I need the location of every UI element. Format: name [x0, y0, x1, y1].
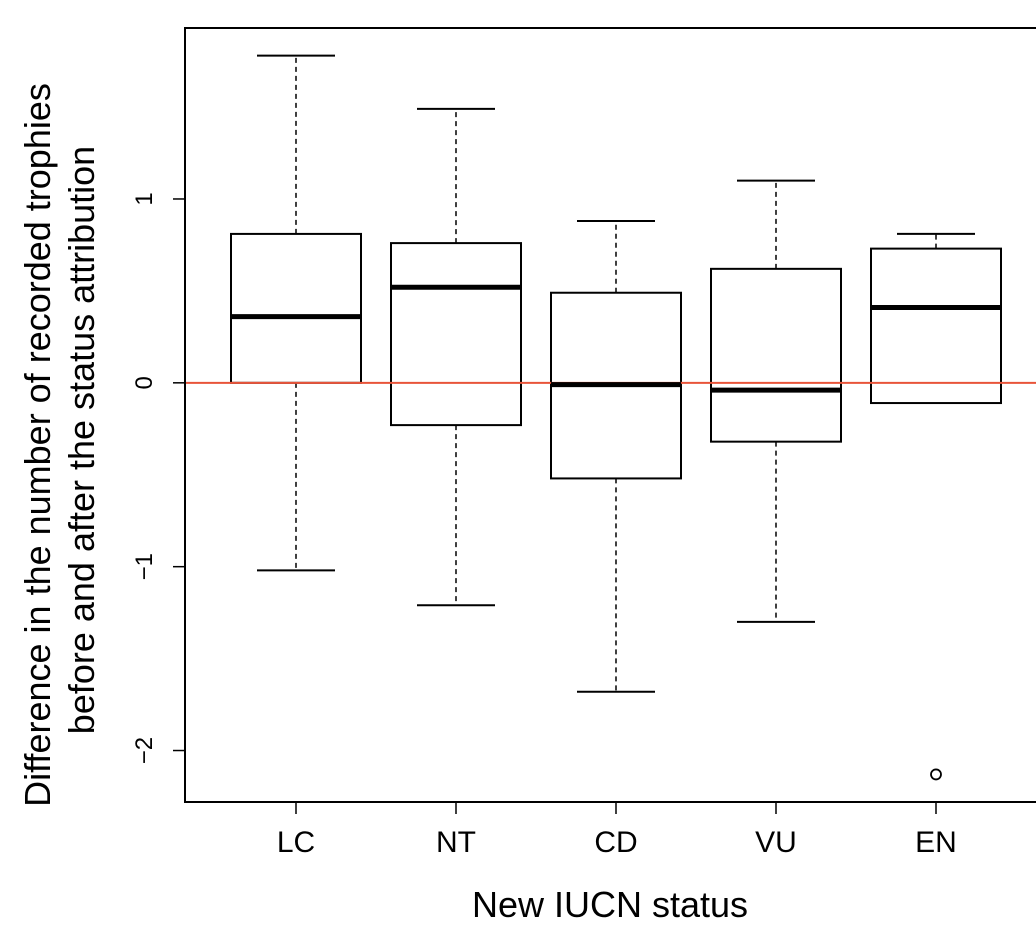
y-tick-label: −1: [131, 553, 158, 580]
box-group: [870, 232, 1002, 781]
x-tick-label: NT: [436, 826, 476, 859]
x-tick-label: CD: [594, 826, 637, 859]
y-tick-label: −2: [131, 737, 158, 764]
box-iqr: [870, 247, 1002, 405]
y-axis-label-line-1: Difference in the number of recorded tro…: [17, 83, 58, 807]
x-tick-label: LC: [277, 826, 315, 859]
box-group: [390, 107, 522, 607]
box-group: [230, 54, 362, 572]
x-axis: LC NT CD VU EN: [277, 802, 957, 859]
y-tick-label: 1: [131, 192, 158, 205]
box-iqr: [390, 242, 522, 427]
outlier-point: [930, 768, 942, 781]
y-axis-label-line-2: before and after the status attribution: [61, 146, 102, 734]
box-group: [550, 220, 682, 693]
box-group: [710, 179, 842, 623]
box-iqr: [230, 232, 362, 384]
y-tick-label: 0: [131, 376, 158, 389]
chart-marks: [185, 54, 1036, 781]
box-iqr: [710, 267, 842, 443]
plot-frame: [184, 27, 1036, 803]
x-axis-label: New IUCN status: [472, 884, 748, 925]
x-tick-label: EN: [915, 826, 957, 859]
x-tick-label: VU: [755, 826, 797, 859]
y-axis: −2 −1 0 1: [131, 192, 185, 764]
y-axis-label: Difference in the number of recorded tro…: [17, 73, 102, 807]
